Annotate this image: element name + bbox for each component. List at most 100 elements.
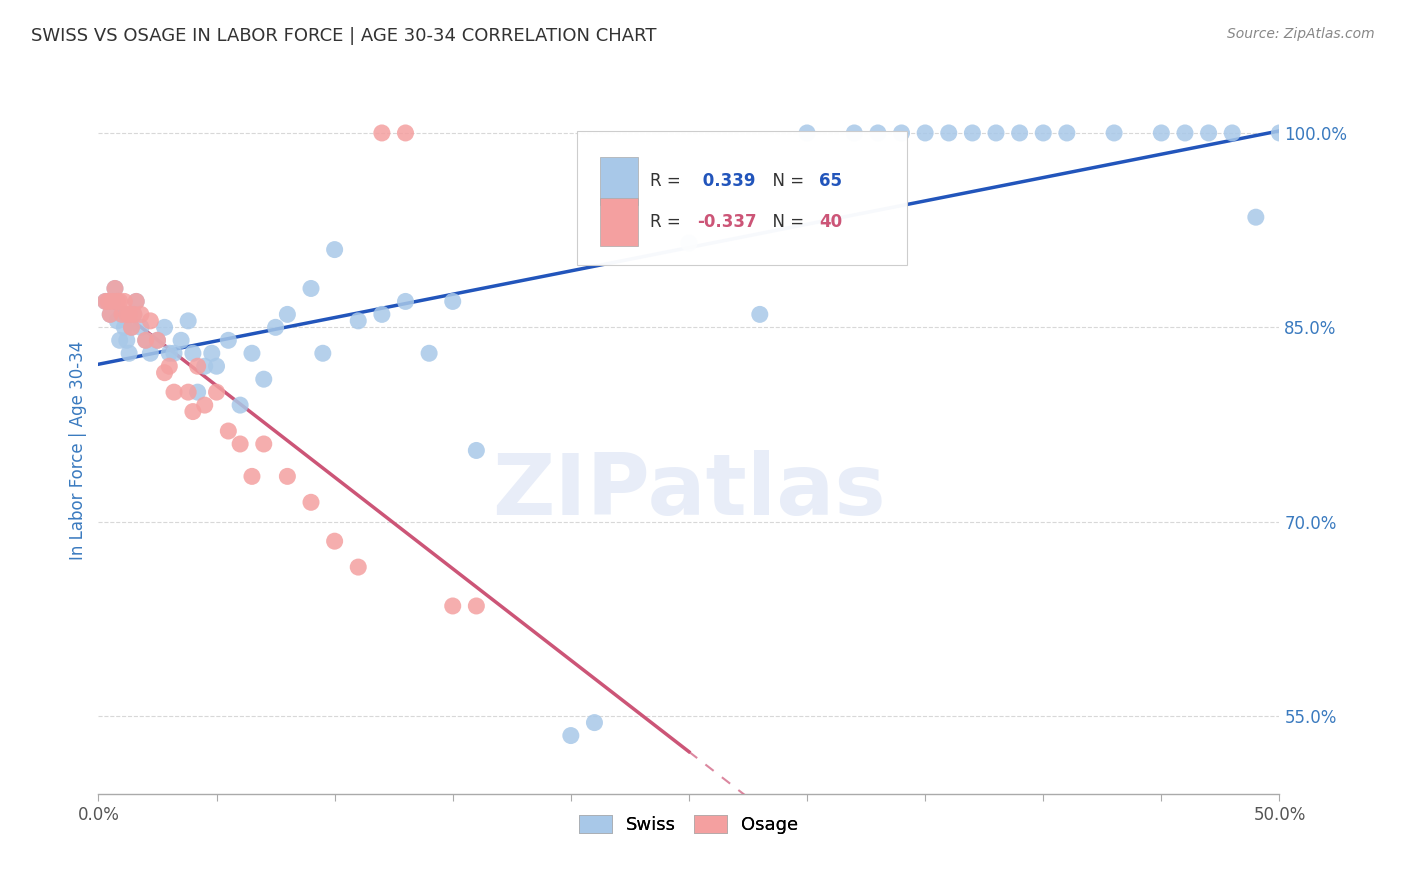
Point	[1102, 126, 1125, 140]
Point	[205, 359, 228, 374]
Point	[253, 372, 276, 386]
Point	[866, 126, 889, 140]
Point	[181, 404, 204, 418]
Point	[347, 560, 370, 574]
Point	[157, 346, 180, 360]
Point	[1244, 210, 1267, 224]
Point	[253, 437, 276, 451]
Point	[1032, 126, 1054, 140]
Point	[312, 346, 335, 360]
Point	[229, 437, 252, 451]
Point	[104, 281, 127, 295]
Point	[217, 424, 239, 438]
Point	[194, 398, 217, 412]
Point	[112, 320, 135, 334]
Point	[135, 334, 157, 348]
Point	[98, 307, 121, 321]
Point	[112, 294, 135, 309]
Text: 0.339: 0.339	[697, 172, 755, 190]
Point	[323, 534, 346, 549]
Point	[678, 826, 700, 840]
FancyBboxPatch shape	[600, 157, 638, 204]
Point	[135, 334, 157, 348]
Text: Source: ZipAtlas.com: Source: ZipAtlas.com	[1227, 27, 1375, 41]
Point	[105, 294, 128, 309]
Point	[465, 599, 488, 613]
Point	[678, 236, 700, 251]
Point	[104, 281, 127, 295]
Point	[1220, 126, 1243, 140]
Point	[299, 281, 322, 295]
Point	[146, 334, 169, 348]
Point	[97, 294, 120, 309]
Point	[938, 126, 960, 140]
Point	[121, 320, 143, 334]
Point	[122, 307, 145, 321]
Point	[163, 385, 186, 400]
Point	[111, 307, 134, 321]
Point	[229, 398, 252, 412]
Point	[122, 307, 145, 321]
Point	[441, 599, 464, 613]
Text: R =: R =	[650, 172, 681, 190]
Point	[1150, 126, 1173, 140]
Point	[118, 307, 141, 321]
Point	[796, 126, 818, 140]
Point	[1268, 126, 1291, 140]
Point	[560, 729, 582, 743]
Point	[371, 307, 394, 321]
Point	[418, 346, 440, 360]
Point	[205, 385, 228, 400]
Text: ZIPatlas: ZIPatlas	[492, 450, 886, 533]
FancyBboxPatch shape	[576, 131, 907, 265]
Point	[94, 294, 117, 309]
Point	[1198, 126, 1220, 140]
Point	[194, 359, 217, 374]
Point	[394, 126, 416, 140]
Point	[264, 320, 287, 334]
Point	[441, 294, 464, 309]
Point	[984, 126, 1007, 140]
Point	[121, 320, 143, 334]
FancyBboxPatch shape	[600, 198, 638, 246]
Point	[323, 243, 346, 257]
Point	[170, 334, 193, 348]
Point	[157, 359, 180, 374]
Point	[139, 346, 162, 360]
Point	[201, 346, 224, 360]
Point	[125, 294, 148, 309]
Point	[163, 346, 186, 360]
Point	[394, 294, 416, 309]
Point	[890, 126, 912, 140]
Point	[108, 294, 131, 309]
Point	[371, 126, 394, 140]
Text: SWISS VS OSAGE IN LABOR FORCE | AGE 30-34 CORRELATION CHART: SWISS VS OSAGE IN LABOR FORCE | AGE 30-3…	[31, 27, 657, 45]
Point	[101, 294, 124, 309]
Text: -0.337: -0.337	[697, 213, 756, 231]
Text: N =: N =	[762, 172, 810, 190]
Point	[583, 715, 606, 730]
Point	[914, 126, 936, 140]
Point	[217, 334, 239, 348]
Point	[177, 314, 200, 328]
Point	[276, 469, 298, 483]
Point	[97, 294, 120, 309]
Point	[125, 294, 148, 309]
Point	[177, 385, 200, 400]
Point	[181, 346, 204, 360]
Point	[240, 469, 263, 483]
Point	[1056, 126, 1078, 140]
Point	[240, 346, 263, 360]
Point	[187, 359, 209, 374]
Point	[129, 320, 152, 334]
Point	[844, 126, 866, 140]
Point	[98, 307, 121, 321]
Point	[560, 813, 582, 827]
Point	[299, 495, 322, 509]
Text: R =: R =	[650, 213, 681, 231]
Point	[108, 334, 131, 348]
Point	[146, 334, 169, 348]
Legend: Swiss, Osage: Swiss, Osage	[571, 805, 807, 843]
Point	[1008, 126, 1031, 140]
Point	[139, 314, 162, 328]
